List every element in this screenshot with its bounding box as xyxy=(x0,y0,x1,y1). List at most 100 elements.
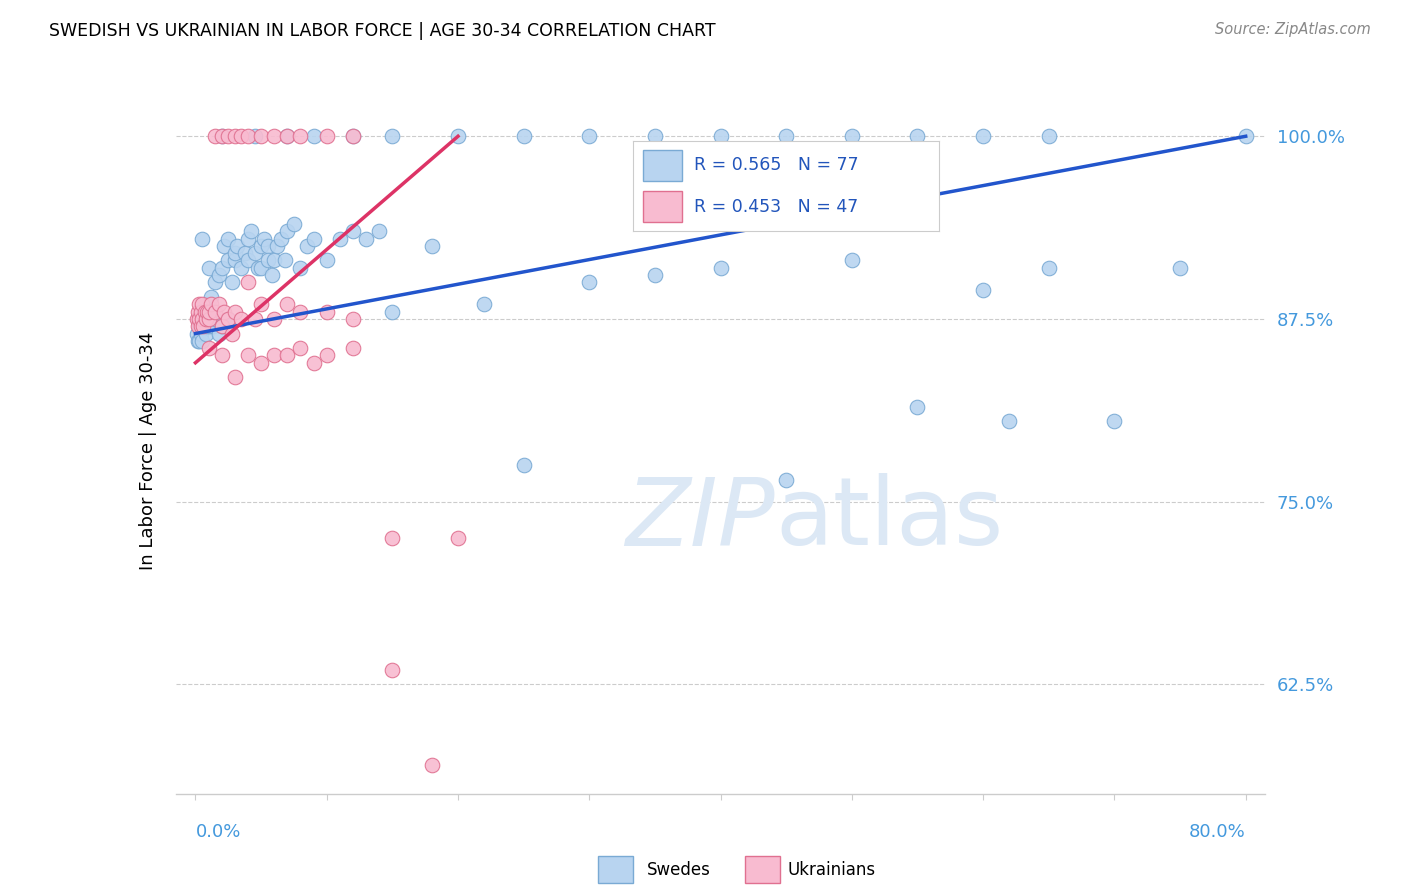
Point xyxy=(186,312,208,326)
Point xyxy=(907,129,929,144)
Point xyxy=(315,304,337,318)
Point xyxy=(266,239,288,253)
Point xyxy=(342,312,364,326)
Point xyxy=(224,246,246,260)
Point xyxy=(841,253,863,268)
Point xyxy=(239,224,262,238)
Point xyxy=(342,129,364,144)
Y-axis label: In Labor Force | Age 30-34: In Labor Force | Age 30-34 xyxy=(139,331,157,570)
Point xyxy=(256,253,278,268)
Point xyxy=(710,129,733,144)
Point xyxy=(1038,129,1060,144)
Point xyxy=(263,129,285,144)
Point xyxy=(841,129,863,144)
Point xyxy=(194,297,217,311)
Point xyxy=(195,304,218,318)
Point xyxy=(243,312,266,326)
Point xyxy=(243,246,266,260)
Point xyxy=(276,224,298,238)
Point xyxy=(221,276,243,290)
Point xyxy=(1234,129,1257,144)
Point xyxy=(197,312,219,326)
Point xyxy=(214,239,236,253)
Point xyxy=(187,304,209,318)
Point xyxy=(204,304,226,318)
Point xyxy=(250,356,273,370)
Point xyxy=(447,531,470,545)
Point xyxy=(233,246,256,260)
Point xyxy=(204,129,226,144)
Point xyxy=(224,370,246,384)
Point xyxy=(512,458,534,472)
Point xyxy=(194,326,217,341)
Point xyxy=(276,129,298,144)
Text: R = 0.453   N = 47: R = 0.453 N = 47 xyxy=(695,197,859,216)
Point xyxy=(198,319,221,334)
Point xyxy=(200,290,222,304)
Point xyxy=(247,260,270,275)
Point xyxy=(420,757,443,772)
Point xyxy=(472,297,495,311)
FancyBboxPatch shape xyxy=(643,151,682,181)
Point xyxy=(200,312,222,326)
Point xyxy=(190,326,212,341)
Point xyxy=(211,129,233,144)
Point xyxy=(236,276,259,290)
Point xyxy=(190,319,212,334)
Point xyxy=(204,276,226,290)
Point xyxy=(276,297,298,311)
Point xyxy=(710,260,733,275)
Point xyxy=(211,260,233,275)
Point xyxy=(211,349,233,363)
Point xyxy=(211,319,233,334)
Point xyxy=(972,129,994,144)
Point xyxy=(290,304,312,318)
Point xyxy=(276,349,298,363)
Point xyxy=(211,319,233,334)
Point xyxy=(998,414,1021,428)
Point xyxy=(236,253,259,268)
Point xyxy=(211,129,233,144)
Point xyxy=(187,334,209,348)
Point xyxy=(270,231,292,245)
Point xyxy=(290,129,312,144)
Point xyxy=(302,356,325,370)
Point xyxy=(190,304,212,318)
Point xyxy=(290,341,312,355)
Point xyxy=(236,129,259,144)
Point xyxy=(217,253,239,268)
Point xyxy=(193,319,215,334)
Point xyxy=(315,253,337,268)
Point xyxy=(512,129,534,144)
Point xyxy=(194,312,217,326)
Point xyxy=(250,239,273,253)
Point xyxy=(236,231,259,245)
Point xyxy=(236,349,259,363)
Point xyxy=(208,326,231,341)
Point xyxy=(191,334,214,348)
Point xyxy=(295,239,318,253)
Point xyxy=(263,349,285,363)
Point xyxy=(256,239,278,253)
Point xyxy=(221,326,243,341)
Point xyxy=(381,531,404,545)
Point xyxy=(186,326,208,341)
Point xyxy=(188,319,211,334)
Point xyxy=(208,297,231,311)
Text: R = 0.565   N = 77: R = 0.565 N = 77 xyxy=(695,156,859,175)
Point xyxy=(250,297,273,311)
Text: Ukrainians: Ukrainians xyxy=(787,861,876,879)
Point xyxy=(1038,260,1060,275)
Point xyxy=(191,312,214,326)
Point xyxy=(217,231,239,245)
Point xyxy=(250,129,273,144)
Point xyxy=(315,129,337,144)
Point xyxy=(381,304,404,318)
Point xyxy=(263,312,285,326)
Point xyxy=(231,260,253,275)
Text: 80.0%: 80.0% xyxy=(1189,823,1246,841)
Point xyxy=(188,297,211,311)
Text: ZIP: ZIP xyxy=(626,474,775,565)
Point xyxy=(368,224,391,238)
Point xyxy=(197,312,219,326)
